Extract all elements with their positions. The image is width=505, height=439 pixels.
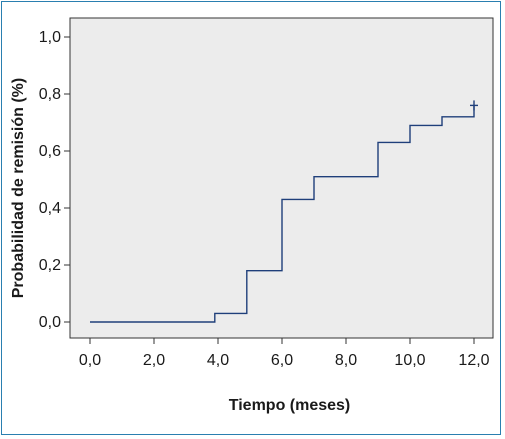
censor-mark — [470, 100, 478, 111]
y-axis: 0,0 0,2 0,4 0,6 0,8 1,0 — [39, 29, 70, 331]
x-tick-label: 10,0 — [394, 352, 425, 369]
y-tick-label: 0,2 — [39, 257, 61, 274]
x-tick-label: 6,0 — [271, 352, 293, 369]
x-tick-label: 12,0 — [458, 352, 489, 369]
plot-area — [69, 17, 494, 339]
y-tick-label: 0,0 — [39, 314, 61, 331]
y-tick-label: 0,8 — [39, 86, 61, 103]
y-tick-label: 0,4 — [39, 200, 61, 217]
x-axis-title: Tiempo (meses) — [229, 397, 351, 414]
x-axis: 0,0 2,0 4,0 6,0 8,0 10,0 12,0 — [79, 338, 490, 369]
series-layer — [90, 100, 478, 323]
survival-step-line — [90, 105, 475, 323]
x-tick-label: 0,0 — [79, 352, 101, 369]
x-tick-label: 2,0 — [143, 352, 165, 369]
y-axis-title: Probabilidad de remisión (%) — [10, 78, 27, 298]
x-tick-label: 8,0 — [335, 352, 357, 369]
x-tick-label: 4,0 — [207, 352, 229, 369]
y-tick-label: 1,0 — [39, 29, 61, 46]
y-tick-label: 0,6 — [39, 143, 61, 160]
